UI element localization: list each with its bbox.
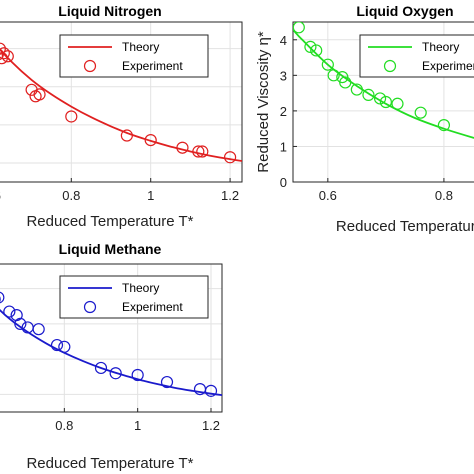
experiment-point — [58, 340, 71, 353]
x-tick-label: 1 — [134, 418, 141, 433]
legend-label: Experiment — [122, 59, 183, 73]
x-tick-label: 0.6 — [319, 188, 337, 203]
axes-box — [292, 21, 474, 183]
experiment-point — [373, 92, 387, 105]
axes-box — [0, 21, 243, 183]
x-axis-label: Reduced Temperature — [336, 218, 474, 235]
chart-title: Liquid Nitrogen — [58, 3, 161, 19]
x-axis-label: Reduced Temperature T* — [26, 455, 193, 472]
experiment-point — [109, 367, 122, 380]
legend: Theory Experiment — [359, 34, 474, 78]
experiment-point — [339, 76, 352, 89]
x-tick-label: 0.8 — [55, 418, 73, 433]
experiment-point — [0, 47, 10, 60]
legend-marker-swatch — [83, 59, 97, 73]
series-group — [293, 22, 474, 139]
legend-marker-swatch — [83, 300, 97, 314]
series-group — [0, 42, 242, 164]
legend-box — [59, 275, 209, 319]
x-axis-label: Reduced Temperature T* — [26, 213, 193, 230]
subplot-1: 0.6 0.8 0 1 2 3 4 Theory Experiment Liquid Oxygen… — [255, 3, 474, 235]
experiment-point — [414, 106, 427, 119]
experiment-point — [3, 305, 16, 318]
experiment-point — [362, 88, 375, 101]
experiment-point — [50, 338, 64, 352]
x-tick-label: 0.8 — [435, 188, 453, 203]
x-tick-label: 1.2 — [221, 188, 239, 203]
y-axis-label: Reduced Viscosity η* — [255, 31, 272, 173]
chart-title: Liquid Methane — [59, 241, 162, 257]
legend: Theory Experiment — [59, 34, 209, 78]
experiment-point — [1, 50, 14, 63]
chart-title: Liquid Oxygen — [356, 3, 453, 19]
experiment-point — [14, 317, 27, 331]
experiment-point — [204, 384, 218, 397]
experiment-point — [379, 95, 392, 109]
experiment-point — [0, 291, 5, 304]
experiment-point — [144, 133, 157, 147]
legend-box — [359, 34, 474, 78]
experiment-point — [176, 141, 189, 154]
experiment-point — [131, 368, 144, 382]
experiment-point — [32, 323, 45, 336]
theory-line — [0, 48, 242, 162]
legend: Theory Experiment — [59, 275, 209, 319]
experiment-point — [160, 375, 174, 389]
y-tick-label: 4 — [280, 33, 287, 48]
experiment-point — [65, 110, 78, 123]
experiment-point — [223, 151, 237, 164]
subplot-0: 0.6 0.8 1 1.2 Theory Experiment Liquid Nitroge… — [0, 3, 243, 230]
y-tick-label: 2 — [280, 104, 287, 119]
experiment-point — [196, 145, 209, 158]
experiment-point — [33, 88, 46, 101]
experiment-point — [94, 361, 108, 375]
x-tick-label: 1.2 — [202, 418, 220, 433]
y-tick-label: 0 — [280, 175, 287, 190]
series-group — [0, 291, 222, 397]
experiment-point — [293, 22, 305, 34]
legend-marker-swatch — [383, 59, 397, 73]
experiment-point — [327, 69, 340, 82]
experiment-point — [304, 40, 317, 53]
experiment-point — [321, 58, 334, 71]
experiment-point — [0, 48, 4, 61]
experiment-point — [437, 119, 451, 132]
legend-label: Experiment — [422, 59, 474, 73]
y-tick-label: 1 — [280, 139, 287, 154]
x-tick-label: 1 — [147, 188, 154, 203]
legend-label: Theory — [122, 40, 159, 54]
experiment-point — [120, 129, 133, 142]
theory-line — [293, 28, 474, 139]
y-tick-label: 3 — [280, 68, 287, 83]
experiment-point — [350, 83, 363, 96]
legend-box — [59, 34, 209, 78]
legend-label: Theory — [422, 40, 459, 54]
legend-label: Experiment — [122, 300, 183, 314]
x-tick-label: 0.6 — [0, 188, 1, 203]
legend-label: Theory — [122, 281, 159, 295]
experiment-point — [0, 42, 6, 55]
x-tick-label: 0.8 — [62, 188, 80, 203]
axes-box — [0, 263, 223, 413]
experiment-point — [310, 44, 323, 57]
experiment-point — [391, 97, 404, 110]
experiment-point — [192, 145, 205, 158]
